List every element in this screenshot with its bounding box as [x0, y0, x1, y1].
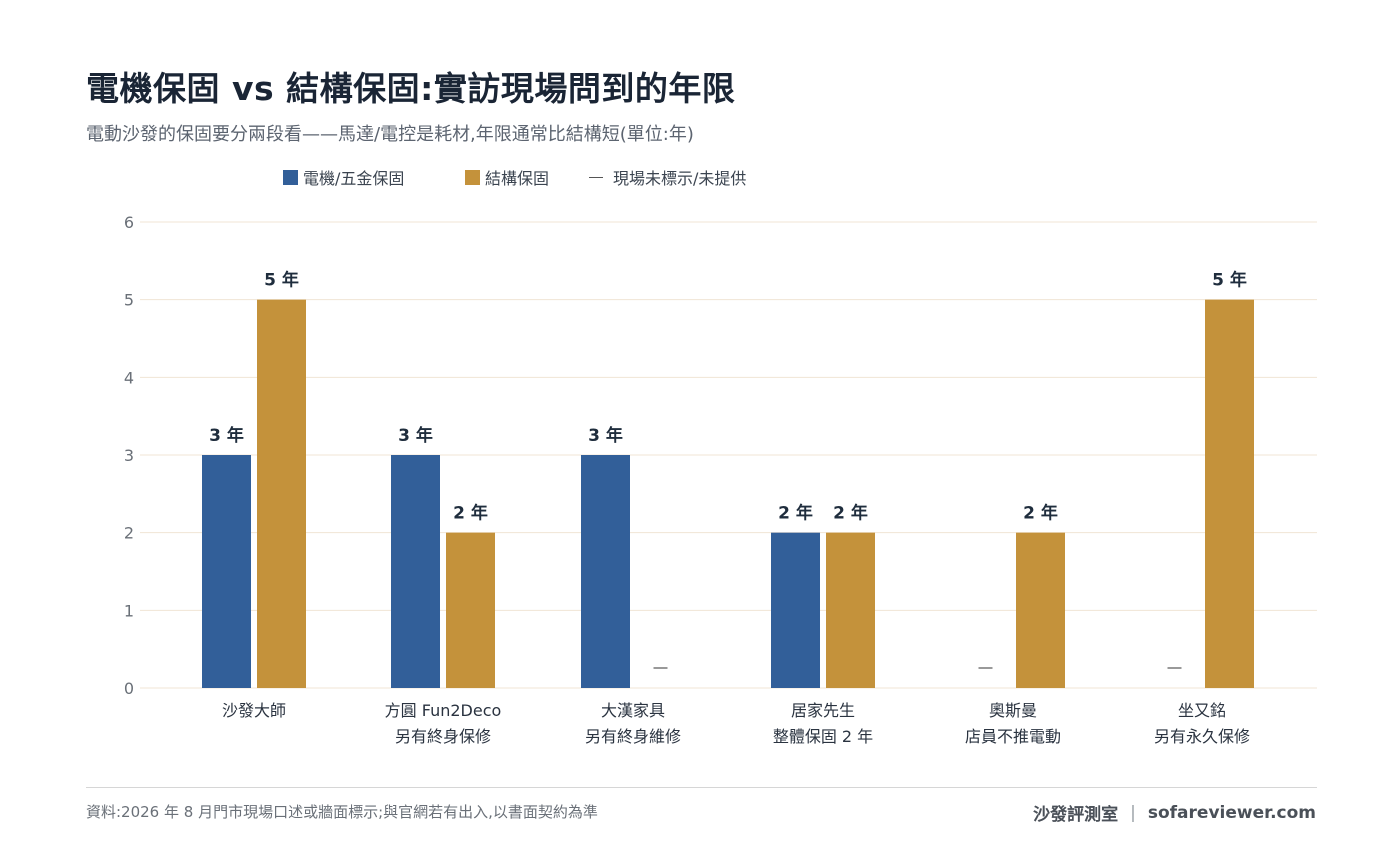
- data-label: 2 年: [833, 503, 868, 524]
- bar: [581, 455, 630, 688]
- bar: [257, 299, 306, 688]
- x-tick-label: 整體保固 2 年: [773, 727, 873, 746]
- x-tick-label: 坐又銘: [1178, 701, 1226, 720]
- data-label: 2 年: [453, 503, 488, 524]
- x-tick-label: 大漢家具: [601, 701, 665, 720]
- legend-swatch-motor: [283, 169, 298, 185]
- y-tick-label: 3: [124, 446, 134, 465]
- legend-dash-icon: [589, 176, 603, 178]
- bar: [771, 532, 820, 688]
- data-label: 3 年: [588, 425, 623, 446]
- x-tick-label: 另有永久保修: [1154, 727, 1250, 746]
- source-note: 資料:2026 年 8 月門市現場口述或牆面標示;與官網若有出入,以書面契約為準: [86, 803, 598, 821]
- bar: [1205, 299, 1254, 688]
- legend-label-na: 現場未標示/未提供: [613, 169, 747, 188]
- x-tick-label: 另有終身維修: [585, 727, 681, 746]
- x-tick-label: 沙發大師: [222, 701, 286, 720]
- y-tick-label: 6: [124, 213, 134, 232]
- y-tick-label: 2: [124, 524, 134, 543]
- data-label: 5 年: [264, 270, 299, 291]
- data-label: 5 年: [1212, 270, 1247, 291]
- legend-item-motor: 電機/五金保固: [283, 165, 404, 189]
- brand-name: 沙發評測室: [1033, 805, 1119, 825]
- footer-divider: [86, 787, 1317, 788]
- x-tick-label: 居家先生: [791, 701, 855, 720]
- brand-separator: |: [1130, 802, 1136, 823]
- data-label: 2 年: [778, 503, 813, 524]
- legend-item-na: 現場未標示/未提供: [589, 165, 746, 189]
- x-tick-label: 店員不推電動: [965, 727, 1061, 746]
- data-label: 3 年: [398, 425, 433, 446]
- x-tick-label: 方圓 Fun2Deco: [385, 701, 502, 720]
- x-tick-label: 另有終身保修: [395, 727, 491, 746]
- chart-title: 電機保固 vs 結構保固:實訪現場問到的年限: [86, 69, 736, 108]
- bar: [1016, 532, 1065, 688]
- y-tick-label: 4: [124, 368, 134, 387]
- legend-label-frame: 結構保固: [485, 169, 550, 188]
- x-tick-label: 奧斯曼: [989, 701, 1037, 720]
- bar: [826, 532, 875, 688]
- legend-label-motor: 電機/五金保固: [303, 169, 405, 188]
- y-tick-label: 1: [124, 601, 134, 620]
- brand-site: sofareviewer.com: [1147, 802, 1316, 823]
- y-tick-label: 5: [124, 291, 134, 310]
- legend-swatch-frame: [465, 169, 480, 185]
- chart-subtitle: 電動沙發的保固要分兩段看——馬達/電控是耗材,年限通常比結構短(單位:年): [86, 124, 694, 145]
- data-label: 2 年: [1023, 503, 1058, 524]
- data-label: 3 年: [209, 425, 244, 446]
- bar: [391, 455, 440, 688]
- bar: [446, 532, 495, 688]
- brand: 沙發評測室 | sofareviewer.com: [1033, 800, 1316, 826]
- bar: [202, 455, 251, 688]
- legend: 電機/五金保固 結構保固 現場未標示/未提供: [0, 165, 1400, 189]
- legend-item-frame: 結構保固: [465, 165, 549, 189]
- y-tick-label: 0: [124, 679, 134, 698]
